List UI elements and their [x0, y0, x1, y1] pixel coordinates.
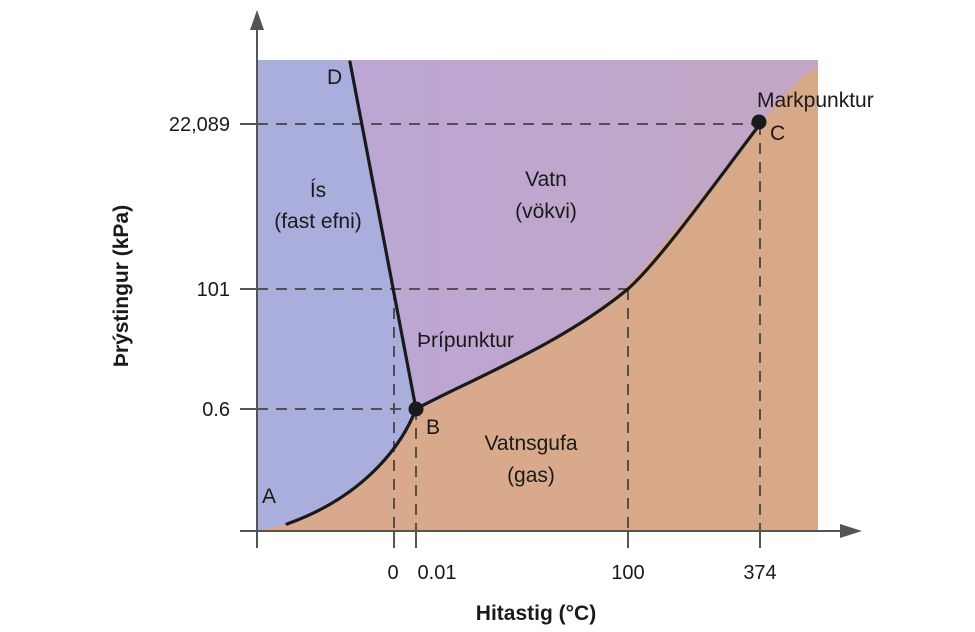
triple-point-label: Þrípunktur: [417, 329, 514, 352]
x-axis-title: Hitastig (°C): [476, 602, 596, 625]
melting-curve: [348, 60, 418, 411]
y-axis-arrow-icon: [250, 10, 264, 30]
liquid-region: [350, 60, 818, 409]
x-tick-label-100: 100: [611, 562, 644, 584]
critical-point-marker: [751, 114, 767, 130]
point-label-b: B: [426, 416, 440, 439]
y-tick-label-0-6: 0.6: [202, 399, 230, 421]
gas-region-sublabel: (gas): [507, 464, 555, 487]
critical-point-label: Markpunktur: [757, 89, 874, 112]
y-tick-label-101: 101: [197, 279, 230, 301]
y-axis-title: Þrýstingur (kPa): [110, 205, 133, 367]
x-axis-arrow-icon: [840, 524, 862, 538]
point-label-a: A: [262, 485, 276, 508]
solid-region: [257, 60, 416, 531]
x-tick-label-0: 0: [387, 562, 398, 584]
solid-region-label: Ís: [310, 179, 326, 202]
x-tick-label-0-01: 0.01: [418, 562, 457, 584]
liquid-region-sublabel: (vökvi): [515, 200, 577, 223]
x-tick-label-374: 374: [743, 562, 776, 584]
solid-region-sublabel: (fast efni): [274, 210, 362, 233]
triple-point-marker: [408, 401, 424, 417]
vaporization-curve: [414, 122, 762, 411]
gas-region-label: Vatnsgufa: [484, 432, 577, 455]
y-tick-label-22089: 22,089: [169, 114, 230, 136]
liquid-region-label: Vatn: [525, 168, 567, 191]
point-label-c: C: [770, 122, 785, 145]
sublimation-curve: [285, 407, 418, 526]
point-label-d: D: [327, 66, 342, 89]
